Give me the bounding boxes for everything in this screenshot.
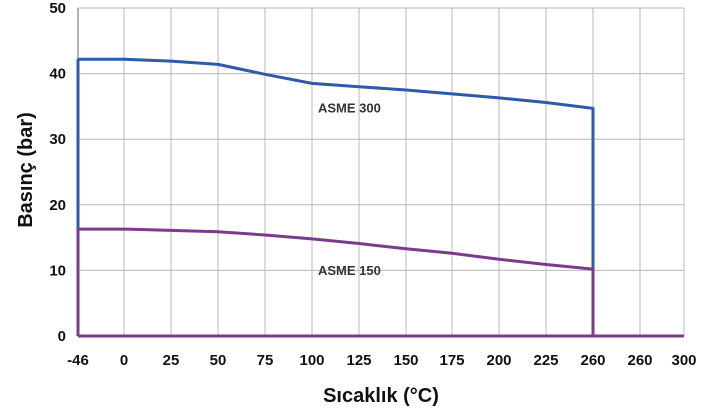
series: ASME 300 ASME 150 — [76, 57, 595, 336]
x-tick-label: 125 — [346, 352, 371, 369]
series-label: ASME 300 — [318, 100, 381, 115]
x-axis-title: Sıcaklık (°C) — [323, 385, 439, 407]
x-tick-label: 100 — [299, 352, 324, 369]
y-tick-label: 20 — [49, 197, 66, 214]
x-tick-label: 0 — [120, 352, 128, 369]
series-label: ASME 150 — [318, 263, 381, 278]
x-tick-label: 75 — [257, 352, 274, 369]
y-tick-label: 30 — [49, 131, 66, 148]
x-tick-label: 300 — [671, 352, 696, 369]
x-tick-label: 25 — [163, 352, 180, 369]
x-tick-label: 225 — [533, 352, 558, 369]
y-axis-title: Basınç (bar) — [15, 112, 37, 228]
grid — [78, 7, 684, 336]
x-tick-label: 260 — [627, 352, 652, 369]
y-tick-label: 40 — [49, 66, 66, 83]
x-tick-label: 260 — [580, 352, 605, 369]
series-line-asme-150 — [78, 227, 595, 336]
x-tick-label: -46 — [67, 352, 89, 369]
y-tick-label: 50 — [49, 0, 66, 17]
x-tick-label: 150 — [393, 352, 418, 369]
y-tick-label: 0 — [58, 328, 66, 345]
y-tick-label: 10 — [49, 262, 66, 279]
x-tick-label: 175 — [439, 352, 464, 369]
x-tick-label: 50 — [210, 352, 227, 369]
x-tick-label: 200 — [486, 352, 511, 369]
series-line-asme-300 — [78, 57, 595, 336]
